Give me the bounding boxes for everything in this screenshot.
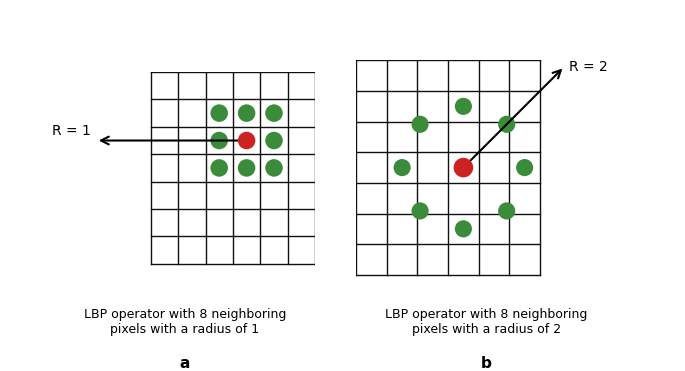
- Circle shape: [238, 104, 256, 122]
- Text: R = 2: R = 2: [569, 59, 608, 73]
- Circle shape: [498, 202, 515, 220]
- Circle shape: [265, 159, 283, 177]
- Circle shape: [516, 159, 533, 176]
- Circle shape: [238, 132, 256, 149]
- Circle shape: [498, 116, 515, 133]
- Circle shape: [238, 159, 256, 177]
- Circle shape: [412, 202, 429, 220]
- Circle shape: [455, 220, 472, 237]
- Text: LBP operator with 8 neighboring
pixels with a radius of 2: LBP operator with 8 neighboring pixels w…: [385, 308, 588, 336]
- Circle shape: [210, 159, 228, 177]
- Text: b: b: [481, 356, 492, 371]
- Circle shape: [412, 116, 429, 133]
- Circle shape: [265, 104, 283, 122]
- Text: LBP operator with 8 neighboring
pixels with a radius of 1: LBP operator with 8 neighboring pixels w…: [84, 308, 286, 336]
- Circle shape: [453, 158, 473, 177]
- Circle shape: [210, 104, 228, 122]
- Circle shape: [455, 98, 472, 115]
- Circle shape: [265, 132, 283, 149]
- Text: R = 1: R = 1: [51, 124, 90, 138]
- Text: a: a: [179, 356, 190, 371]
- Circle shape: [210, 132, 228, 149]
- Circle shape: [394, 159, 411, 176]
